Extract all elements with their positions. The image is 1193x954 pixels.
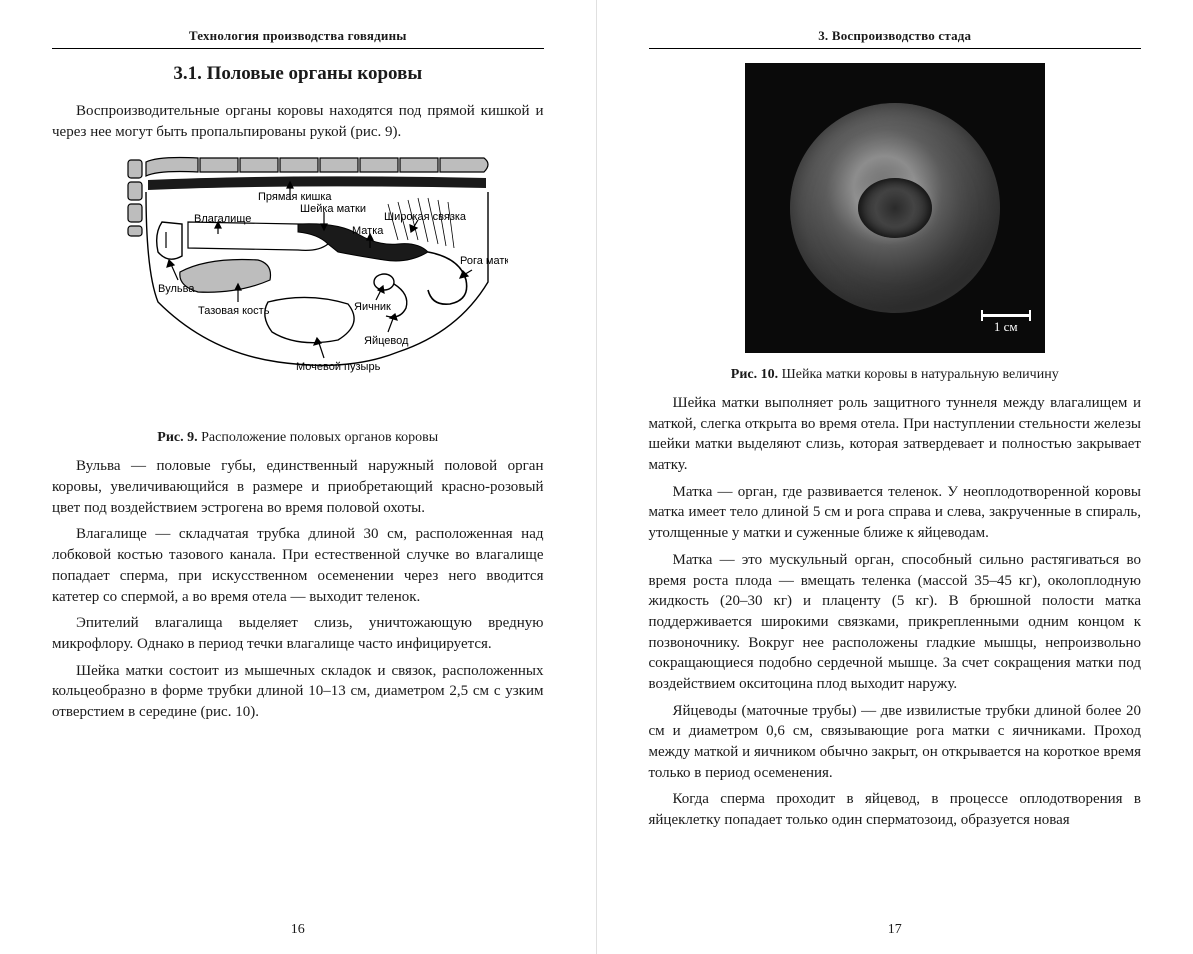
fig10-label: Рис. 10. xyxy=(731,367,778,382)
label-pelvic: Тазовая кость xyxy=(198,305,270,317)
right-para-3: Матка — это мускульный орган, способный … xyxy=(649,550,1142,695)
left-para-1: Вульва — половые губы, единственный нару… xyxy=(52,456,544,518)
label-vagina: Влагалище xyxy=(194,213,251,225)
page-right: 3. Воспроизводство стада 1 см Рис. 10. Ш… xyxy=(597,0,1193,954)
fig9-label: Рис. 9. xyxy=(157,430,197,445)
label-horns: Рога матки xyxy=(460,255,508,267)
page-left: Технология производства говядины 3.1. По… xyxy=(0,0,597,954)
intro-paragraph: Воспроизводительные органы коровы находя… xyxy=(52,101,544,142)
figure-10: 1 см Рис. 10. Шейка матки коровы в натур… xyxy=(649,63,1142,383)
label-ovary: Яичник xyxy=(354,301,391,313)
label-bladder: Мочевой пузырь xyxy=(296,361,381,373)
book-spread: Технология производства говядины 3.1. По… xyxy=(0,0,1193,954)
right-para-1: Шейка матки выполняет роль защитного тун… xyxy=(649,393,1142,476)
scale-bar-text: 1 см xyxy=(994,319,1018,335)
label-cervix: Шейка матки xyxy=(300,203,366,215)
cervix-photo xyxy=(790,103,1000,313)
running-head-left: Технология производства говядины xyxy=(52,28,544,49)
scale-bar: 1 см xyxy=(981,314,1031,335)
label-uterus: Матка xyxy=(352,225,384,237)
left-para-4: Шейка матки состоит из мышечных складок … xyxy=(52,661,544,723)
right-para-5: Когда сперма проходит в яйцевод, в проце… xyxy=(649,789,1142,830)
page-number-left: 16 xyxy=(0,922,596,938)
left-para-3: Эпителий влагалища выделяет слизь, уничт… xyxy=(52,613,544,654)
scale-bar-line xyxy=(981,314,1031,317)
fig9-caption-text: Расположение половых органов коровы xyxy=(201,430,438,445)
page-number-right: 17 xyxy=(597,922,1193,938)
figure-9: Прямая кишка Шейка матки Широкая связка … xyxy=(52,152,544,446)
figure-9-caption: Рис. 9. Расположение половых органов кор… xyxy=(52,430,544,446)
section-title: 3.1. Половые органы коровы xyxy=(52,63,544,85)
label-rectum: Прямая кишка xyxy=(258,191,332,203)
running-head-right: 3. Воспроизводство стада xyxy=(649,28,1142,49)
figure-10-caption: Рис. 10. Шейка матки коровы в натуральну… xyxy=(649,367,1142,383)
right-para-2: Матка — орган, где развивается теленок. … xyxy=(649,482,1142,544)
left-para-2: Влагалище — складчатая трубка длиной 30 … xyxy=(52,524,544,607)
label-vulva: Вульва xyxy=(158,283,195,295)
anatomy-diagram: Прямая кишка Шейка матки Широкая связка … xyxy=(88,152,508,422)
photo-frame: 1 см xyxy=(745,63,1045,353)
fig10-caption-text: Шейка матки коровы в натуральную величин… xyxy=(782,367,1059,382)
label-oviduct: Яйцевод xyxy=(364,335,409,347)
right-para-4: Яйцеводы (маточные трубы) — две извилист… xyxy=(649,701,1142,784)
label-broad-ligament: Широкая связка xyxy=(384,211,467,223)
